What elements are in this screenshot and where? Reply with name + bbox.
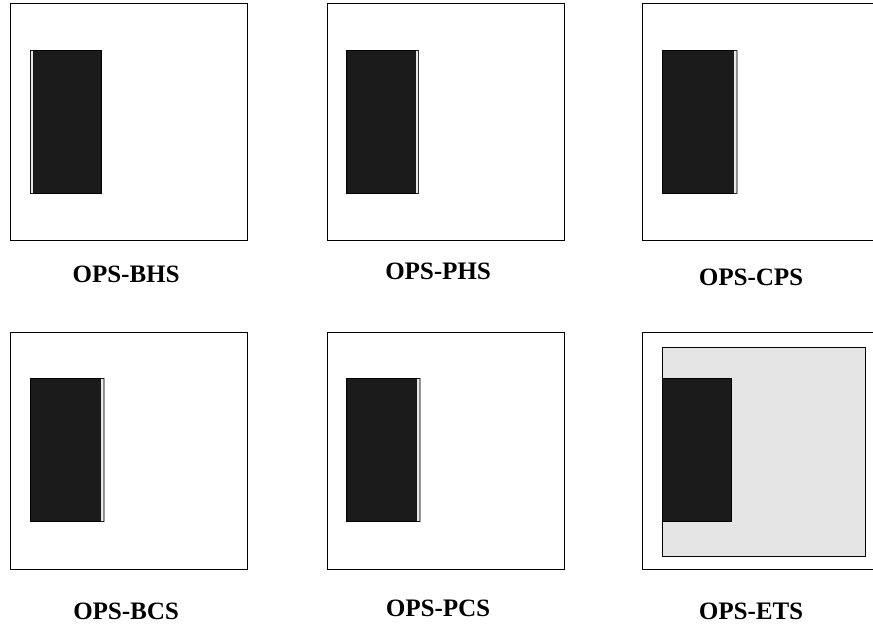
dark-block bbox=[662, 378, 732, 522]
dark-block bbox=[346, 378, 420, 522]
dark-block bbox=[30, 378, 104, 522]
panel-label: OPS-BCS bbox=[73, 598, 179, 624]
panel: OPS-ETS bbox=[642, 332, 873, 624]
dark-block bbox=[662, 50, 735, 194]
light-strip bbox=[416, 378, 421, 522]
panel: OPS-PHS bbox=[327, 3, 565, 285]
light-strip bbox=[30, 50, 34, 194]
light-strip bbox=[100, 378, 105, 522]
dark-block bbox=[30, 50, 102, 194]
dark-block bbox=[346, 50, 418, 194]
panel-label: OPS-PCS bbox=[386, 595, 490, 622]
panel: OPS-CPS bbox=[642, 3, 873, 291]
light-strip bbox=[733, 50, 738, 194]
panel-label: OPS-BHS bbox=[73, 261, 180, 288]
panel-label: OPS-CPS bbox=[699, 264, 803, 291]
panel: OPS-BHS bbox=[10, 3, 248, 288]
light-strip bbox=[415, 50, 419, 194]
panel: OPS-PCS bbox=[327, 332, 565, 622]
panel: OPS-BCS bbox=[10, 332, 248, 624]
panel-label: OPS-PHS bbox=[385, 258, 491, 285]
panel-label: OPS-ETS bbox=[699, 598, 803, 624]
